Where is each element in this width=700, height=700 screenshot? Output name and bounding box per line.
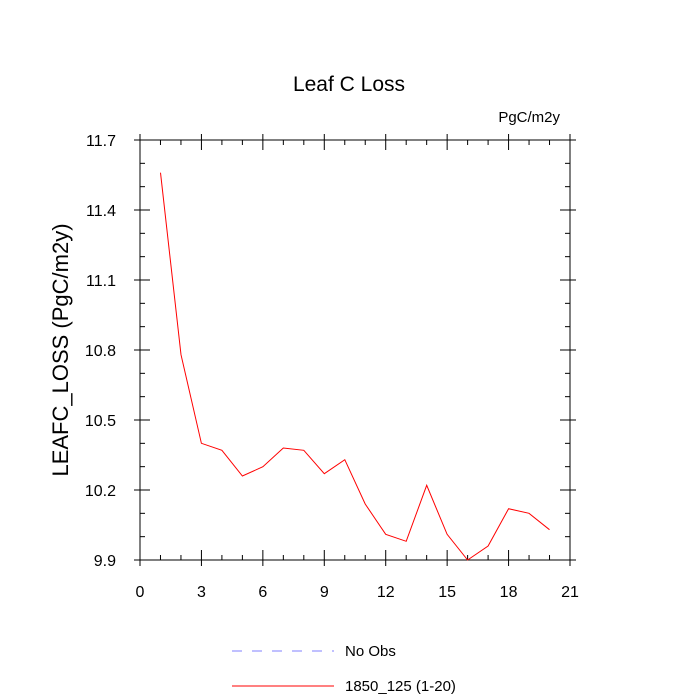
- y-axis-label: LEAFC_LOSS (PgC/m2y): [48, 223, 73, 476]
- x-tick-label: 18: [500, 584, 518, 601]
- plot-frame: [139, 139, 571, 561]
- x-tick-label: 12: [377, 584, 395, 601]
- legend: No Obs 1850_125 (1-20): [232, 643, 456, 695]
- y-tick-label: 10.5: [85, 413, 116, 430]
- series-lines: [160, 172, 550, 561]
- x-tick-label: 0: [136, 584, 145, 601]
- y-tick-label: 11.4: [86, 203, 116, 220]
- tick-labels: 0 3 6 9 12 15 18 21 9.9 10.2 10.5 10.8 11.1 11.4 11.7: [85, 133, 579, 601]
- x-tick-label: 21: [561, 584, 579, 601]
- y-tick-label: 11.1: [86, 273, 116, 290]
- chart-title: Leaf C Loss: [293, 73, 405, 96]
- y-tick-label: 10.2: [85, 483, 116, 500]
- legend-label: No Obs: [345, 643, 396, 660]
- legend-label: 1850_125 (1-20): [345, 678, 456, 695]
- x-tick-label: 15: [438, 584, 456, 601]
- x-tick-label: 3: [197, 584, 206, 601]
- y-tick-label: 9.9: [94, 553, 116, 570]
- x-tick-label: 9: [320, 584, 329, 601]
- axis-ticks: [134, 134, 576, 566]
- units-label: PgC/m2y: [498, 109, 560, 126]
- x-tick-label: 6: [258, 584, 267, 601]
- series-line: [160, 172, 550, 561]
- y-tick-label: 11.7: [86, 133, 116, 150]
- y-tick-label: 10.8: [85, 343, 116, 360]
